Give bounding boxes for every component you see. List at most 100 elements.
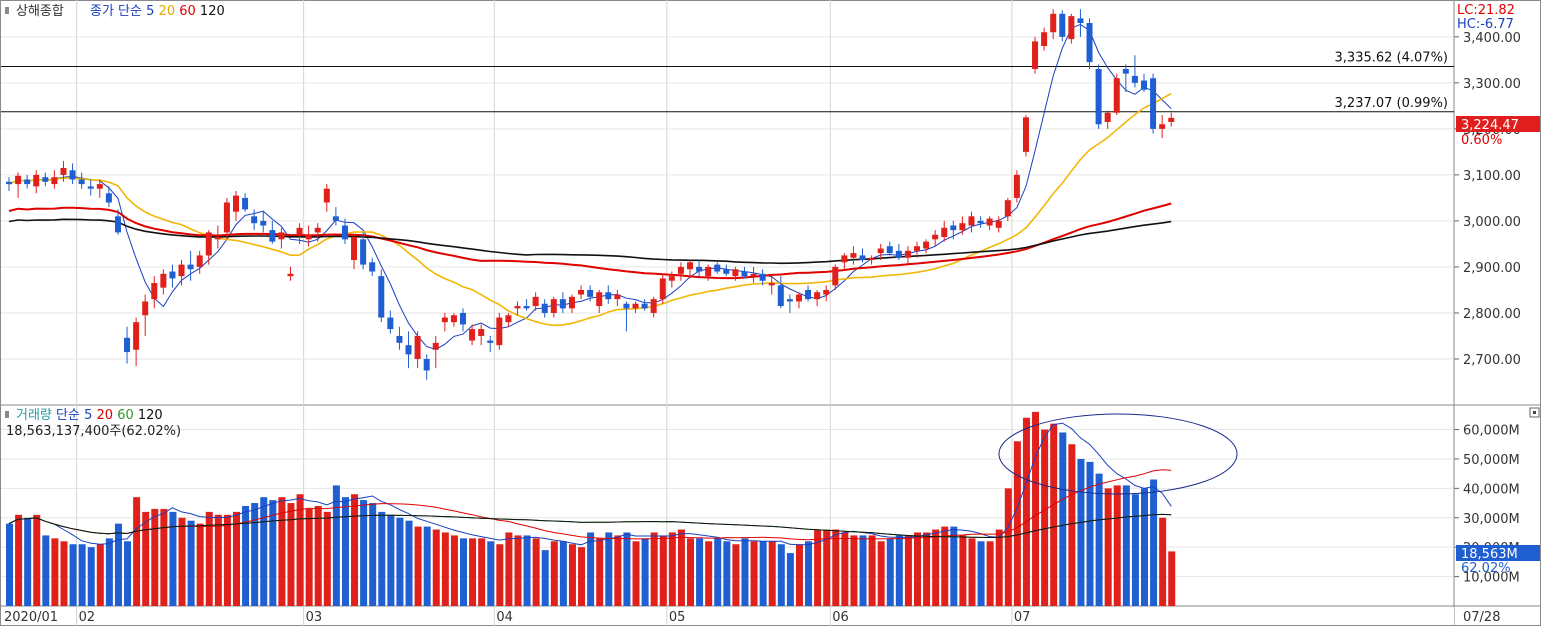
candle-body[interactable] (178, 264, 185, 277)
volume-bar[interactable] (260, 497, 268, 606)
volume-bar[interactable] (496, 544, 504, 606)
volume-bar[interactable] (114, 523, 122, 606)
candle-body[interactable] (305, 234, 312, 240)
candle-body[interactable] (1050, 13, 1057, 33)
volume-bar[interactable] (24, 517, 32, 606)
volume-bar[interactable] (868, 535, 876, 606)
volume-bar[interactable] (1113, 485, 1121, 606)
volume-bar[interactable] (904, 535, 912, 606)
volume-bar[interactable] (977, 541, 985, 606)
volume-bar[interactable] (278, 497, 286, 606)
candle-body[interactable] (932, 234, 939, 240)
candle-body[interactable] (423, 358, 430, 371)
volume-bar[interactable] (369, 503, 377, 606)
volume-bar[interactable] (460, 538, 467, 606)
volume-bar[interactable] (578, 547, 586, 606)
volume-bar[interactable] (378, 511, 386, 606)
volume-bar[interactable] (351, 494, 359, 606)
volume-bar[interactable] (323, 511, 331, 606)
volume-bar[interactable] (805, 541, 813, 606)
volume-bar[interactable] (723, 541, 731, 606)
candle-body[interactable] (450, 315, 457, 323)
candle-body[interactable] (487, 340, 494, 343)
candle-body[interactable] (133, 322, 140, 350)
volume-bar[interactable] (432, 529, 440, 606)
volume-bar[interactable] (142, 511, 150, 606)
candle-body[interactable] (768, 283, 775, 286)
candle-body[interactable] (977, 220, 984, 224)
candle-body[interactable] (687, 262, 693, 270)
candle-body[interactable] (242, 197, 249, 210)
volume-bar[interactable] (87, 547, 95, 606)
candle-body[interactable] (823, 289, 830, 295)
candle-body[interactable] (251, 216, 258, 224)
candle-body[interactable] (659, 278, 666, 300)
volume-bar[interactable] (1050, 423, 1058, 606)
volume-bar[interactable] (677, 529, 685, 606)
volume-bar[interactable] (541, 550, 549, 606)
volume-bar[interactable] (332, 485, 340, 606)
volume-bar[interactable] (314, 506, 322, 606)
candle-body[interactable] (505, 315, 512, 323)
candle-body[interactable] (741, 271, 748, 277)
candle-body[interactable] (995, 220, 1002, 228)
candle-body[interactable] (296, 227, 303, 235)
volume-bar[interactable] (214, 514, 222, 606)
candle-body[interactable] (1004, 200, 1011, 217)
candle-body[interactable] (986, 218, 993, 226)
volume-bar[interactable] (296, 494, 304, 606)
candle-body[interactable] (596, 292, 603, 307)
volume-bar[interactable] (614, 535, 622, 606)
candle-body[interactable] (923, 241, 930, 249)
candle-body[interactable] (205, 232, 212, 256)
candle-body[interactable] (650, 299, 657, 313)
volume-bar[interactable] (941, 526, 949, 606)
volume-bar[interactable] (550, 541, 558, 606)
volume-bar[interactable] (6, 523, 13, 606)
candle-body[interactable] (886, 246, 893, 254)
volume-bar[interactable] (1131, 494, 1139, 606)
volume-bar[interactable] (668, 532, 676, 606)
candle-body[interactable] (1068, 16, 1075, 40)
candle-body[interactable] (1104, 112, 1111, 122)
candle-body[interactable] (786, 299, 793, 302)
candle-body[interactable] (69, 170, 76, 180)
volume-bar[interactable] (687, 538, 694, 606)
candle-body[interactable] (578, 289, 585, 295)
candle-body[interactable] (959, 223, 966, 231)
price-panel-frame[interactable] (1, 1, 1454, 404)
candle-body[interactable] (432, 342, 439, 350)
candle-body[interactable] (1013, 174, 1020, 198)
volume-bar[interactable] (959, 535, 967, 606)
volume-bar[interactable] (914, 532, 921, 606)
candle-body[interactable] (6, 181, 12, 185)
candle-body[interactable] (24, 179, 31, 185)
volume-bar[interactable] (877, 541, 885, 606)
candle-body[interactable] (714, 264, 721, 272)
candle-body[interactable] (478, 329, 485, 336)
volume-bar[interactable] (69, 544, 77, 606)
volume-bar[interactable] (1032, 411, 1040, 606)
candle-body[interactable] (396, 335, 403, 343)
volume-bar[interactable] (60, 541, 68, 606)
volume-bar[interactable] (341, 497, 349, 606)
candle-body[interactable] (287, 273, 294, 277)
candle-body[interactable] (532, 296, 539, 307)
volume-bar[interactable] (986, 541, 994, 606)
candle-body[interactable] (496, 317, 503, 346)
candle-body[interactable] (677, 266, 684, 274)
volume-bar[interactable] (151, 508, 159, 606)
volume-bar[interactable] (950, 526, 958, 606)
candle-body[interactable] (541, 303, 548, 313)
volume-bar[interactable] (995, 529, 1003, 606)
candle-body[interactable] (832, 266, 839, 286)
volume-bar[interactable] (51, 538, 59, 606)
candle-body[interactable] (460, 312, 466, 325)
candle-body[interactable] (895, 250, 902, 258)
candle-body[interactable] (777, 285, 784, 307)
volume-bar[interactable] (1168, 551, 1176, 606)
candle-body[interactable] (1041, 32, 1048, 47)
volume-bar[interactable] (33, 514, 41, 606)
candle-body[interactable] (151, 283, 158, 300)
volume-bar[interactable] (478, 538, 486, 606)
